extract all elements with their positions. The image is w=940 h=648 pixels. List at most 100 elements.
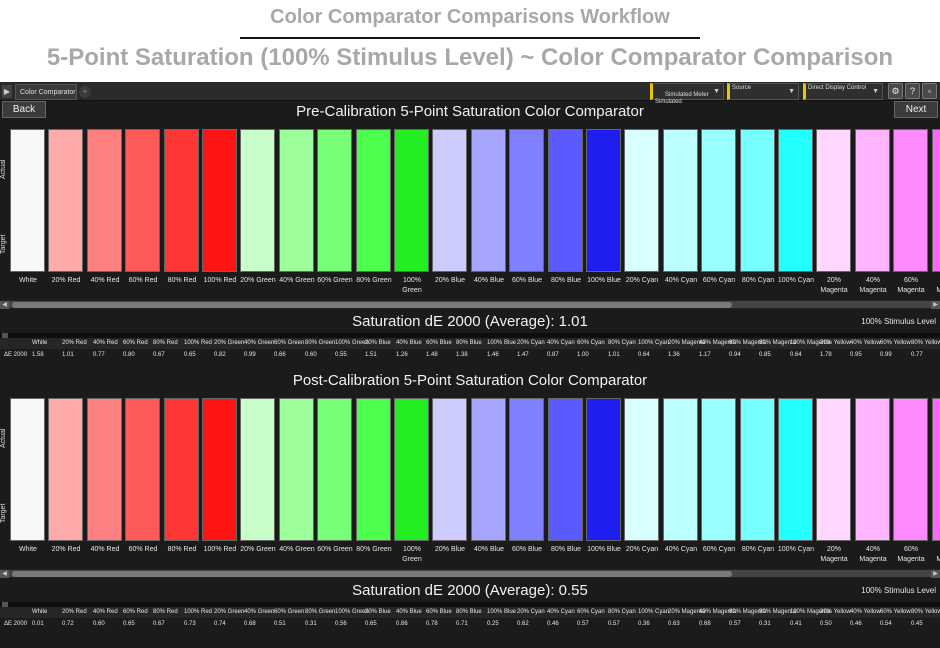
color-patch[interactable] xyxy=(432,398,467,541)
de-value-cell: 0.41 xyxy=(790,619,802,630)
color-patch[interactable] xyxy=(509,398,544,541)
color-patch[interactable] xyxy=(816,398,851,541)
color-patch[interactable] xyxy=(356,129,391,272)
color-patch[interactable] xyxy=(240,129,275,272)
color-patch[interactable] xyxy=(893,129,928,272)
color-patch[interactable] xyxy=(548,129,583,272)
color-patch[interactable] xyxy=(778,129,813,272)
column-header: 80% Blue xyxy=(456,607,482,618)
color-patch[interactable] xyxy=(240,398,275,541)
column-header: 20% Red xyxy=(62,607,87,618)
de-value-cell: 0.62 xyxy=(517,619,529,630)
color-patch[interactable] xyxy=(125,129,160,272)
color-patch[interactable] xyxy=(471,398,506,541)
color-patch[interactable] xyxy=(279,129,314,272)
color-patch[interactable] xyxy=(432,129,467,272)
color-patch[interactable] xyxy=(356,398,391,541)
color-patch[interactable] xyxy=(701,129,736,272)
color-patch[interactable] xyxy=(48,129,83,272)
color-patch[interactable] xyxy=(87,398,122,541)
scrollbar-thumb[interactable] xyxy=(12,302,732,308)
scroll-right-icon[interactable]: ▶ xyxy=(931,570,940,578)
patch-label: 20% Magenta xyxy=(815,545,853,565)
color-patch[interactable] xyxy=(317,129,352,272)
column-header: 20% Blue xyxy=(365,607,391,618)
window-icon[interactable]: ▫ xyxy=(922,83,937,99)
color-patch[interactable] xyxy=(394,129,429,272)
app-window: ▶ Color Comparator + Simulated Meter Sim… xyxy=(0,82,940,648)
de-value-cell: 0.01 xyxy=(32,619,44,630)
patch-label: 80% Green xyxy=(355,545,393,555)
color-patch[interactable] xyxy=(701,398,736,541)
page-subtitle: 5-Point Saturation (100% Stimulus Level)… xyxy=(0,44,940,72)
color-patch[interactable] xyxy=(740,129,775,272)
de-value-cell: 1.58 xyxy=(32,350,44,361)
color-patch[interactable] xyxy=(394,398,429,541)
color-patch[interactable] xyxy=(740,398,775,541)
column-header: 100% Blue xyxy=(487,338,516,349)
color-patch[interactable] xyxy=(125,398,160,541)
color-patch[interactable] xyxy=(893,398,928,541)
column-header: 100% Green xyxy=(335,607,369,618)
patch-label: 60% Magenta xyxy=(892,276,930,296)
color-patch[interactable] xyxy=(317,398,352,541)
patch-label: 80% Blue xyxy=(547,545,585,555)
de-value-cell: 0.54 xyxy=(880,619,892,630)
row-label: ΔE 2000 xyxy=(4,619,27,630)
color-patch[interactable] xyxy=(279,398,314,541)
de-value-cell: 0.72 xyxy=(62,619,74,630)
meter-dropdown[interactable]: Simulated Meter Simulated ▼ xyxy=(650,83,724,100)
column-header: White xyxy=(32,607,47,618)
tab-color-comparator[interactable]: Color Comparator xyxy=(15,84,77,100)
help-icon[interactable]: ? xyxy=(905,83,920,99)
color-patch[interactable] xyxy=(663,398,698,541)
add-tab-icon[interactable]: + xyxy=(79,86,91,98)
scroll-left-icon[interactable]: ◀ xyxy=(0,301,9,309)
display-control-dropdown[interactable]: Direct Display Control ▼ xyxy=(803,83,883,100)
column-header: 80% Red xyxy=(153,338,178,349)
color-patch[interactable] xyxy=(932,398,940,541)
color-patch[interactable] xyxy=(816,129,851,272)
post-horizontal-scrollbar[interactable]: ◀ ▶ xyxy=(0,569,940,578)
color-patch[interactable] xyxy=(932,129,940,272)
color-patch[interactable] xyxy=(509,129,544,272)
pre-horizontal-scrollbar[interactable]: ◀ ▶ xyxy=(0,300,940,309)
scrollbar-thumb[interactable] xyxy=(12,571,732,577)
color-patch[interactable] xyxy=(624,129,659,272)
patch-label: 60% Blue xyxy=(508,545,546,555)
source-dropdown[interactable]: Source ▼ xyxy=(727,83,799,100)
scroll-right-icon[interactable]: ▶ xyxy=(931,301,940,309)
color-patch[interactable] xyxy=(87,129,122,272)
color-patch[interactable] xyxy=(10,129,45,272)
color-patch[interactable] xyxy=(202,129,237,272)
color-patch[interactable] xyxy=(48,398,83,541)
color-patch[interactable] xyxy=(586,398,621,541)
scroll-left-icon[interactable]: ◀ xyxy=(0,570,9,578)
table-row: ΔE 2000 0.01 0.72 0.60 0.65 0.67 0.73 0.74 0.68 0… xyxy=(0,619,940,630)
tab-scroll-icon[interactable]: ▶ xyxy=(2,85,12,98)
column-header: 60% Blue xyxy=(426,607,452,618)
gear-icon[interactable]: ⚙ xyxy=(888,83,903,99)
stimulus-level-label: 100% Stimulus Level xyxy=(861,586,936,595)
patch-label: 60% Green xyxy=(316,276,354,286)
color-patch[interactable] xyxy=(471,129,506,272)
color-patch[interactable] xyxy=(586,129,621,272)
patch-label: 40% Magenta xyxy=(854,276,892,296)
de-value-cell: 0.65 xyxy=(123,619,135,630)
color-patch[interactable] xyxy=(624,398,659,541)
color-patch[interactable] xyxy=(663,129,698,272)
color-patch[interactable] xyxy=(855,129,890,272)
de-value-cell: 0.95 xyxy=(850,350,862,361)
patch-label: 100% Cyan xyxy=(777,545,815,555)
patch-label: 60% Magenta xyxy=(892,545,930,565)
table-header-row: White 20% Red 40% Red 60% Red 80% Red 100% Re… xyxy=(0,607,940,618)
color-patch[interactable] xyxy=(855,398,890,541)
color-patch[interactable] xyxy=(202,398,237,541)
color-patch[interactable] xyxy=(10,398,45,541)
color-patch[interactable] xyxy=(164,398,199,541)
color-patch[interactable] xyxy=(778,398,813,541)
color-patch[interactable] xyxy=(548,398,583,541)
de-value-cell: 0.73 xyxy=(184,619,196,630)
color-patch[interactable] xyxy=(164,129,199,272)
column-header: 80% Yellow xyxy=(911,607,940,618)
